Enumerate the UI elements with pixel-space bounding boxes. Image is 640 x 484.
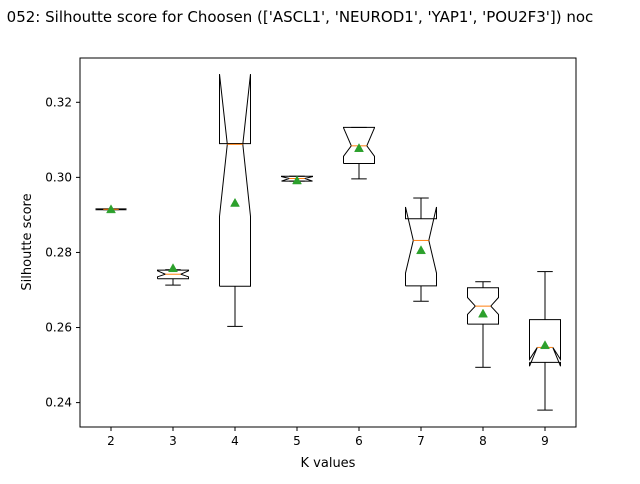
x-tick-label: 7 xyxy=(417,434,425,448)
y-tick-label: 0.30 xyxy=(45,170,72,184)
y-tick-label: 0.24 xyxy=(45,396,72,410)
box-k6 xyxy=(343,126,375,164)
x-tick-label: 2 xyxy=(107,434,115,448)
mean-marker-k7 xyxy=(416,245,426,255)
plot-area: 0.24 0.26 0.28 0.30 0.32 2 3 4 5 6 7 8 9 xyxy=(45,57,577,448)
x-tick-label: 4 xyxy=(231,434,239,448)
mean-marker-k6 xyxy=(354,143,364,152)
box-k9 xyxy=(529,319,561,367)
x-tick-label: 5 xyxy=(293,434,301,448)
mean-marker-k8 xyxy=(478,308,488,318)
mean-marker-k4 xyxy=(230,197,240,207)
x-tick-label: 8 xyxy=(479,434,487,448)
y-axis-label: Silhoutte score xyxy=(20,193,35,290)
box-k8 xyxy=(467,287,499,325)
box-k7 xyxy=(405,206,437,287)
axes-frame xyxy=(79,57,577,428)
y-tick-label: 0.28 xyxy=(45,245,72,259)
box-k4 xyxy=(219,74,251,287)
mean-marker-k2 xyxy=(106,204,116,214)
x-axis-label: K values xyxy=(301,456,356,471)
mean-marker-k9 xyxy=(540,340,550,350)
y-tick-label: 0.32 xyxy=(45,95,72,109)
x-tick-label: 6 xyxy=(355,434,363,448)
y-tick-label: 0.26 xyxy=(45,321,72,335)
mean-marker-k5 xyxy=(292,175,302,185)
box-k3 xyxy=(157,269,189,280)
chart-title: 052: Silhoutte score for Choosen (['ASCL… xyxy=(6,8,594,26)
x-tick-label: 3 xyxy=(169,434,177,448)
x-tick-label: 9 xyxy=(541,434,549,448)
box-k5 xyxy=(281,175,313,182)
mean-marker-k3 xyxy=(168,263,178,273)
